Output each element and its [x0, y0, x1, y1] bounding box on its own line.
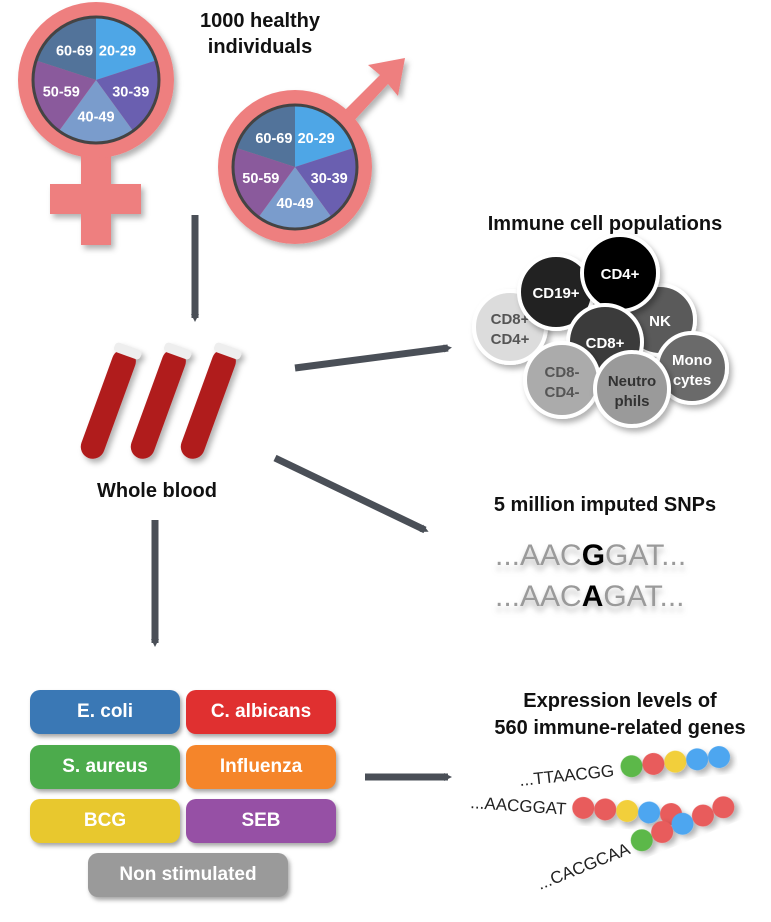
- expression-bead: [686, 748, 709, 771]
- svg-text:CD8+: CD8+: [491, 311, 530, 328]
- stimulus-s-aureus: S. aureus: [30, 745, 180, 789]
- stimulus-e-coli: E. coli: [30, 690, 180, 734]
- pie-slice-20-29: [96, 17, 156, 80]
- expression-bead: [572, 796, 595, 819]
- pie-slice-40-49: [258, 167, 332, 229]
- pie-slice-50-59: [33, 60, 96, 131]
- expression-bead: [642, 752, 665, 775]
- male-age-pie: 20-29 30-39 40-49 50-59 60-69: [231, 103, 359, 231]
- svg-text:CD19+: CD19+: [532, 285, 579, 302]
- cell-Neutrophils: Neutro phils: [593, 350, 671, 428]
- expression-sequence: ...TTAACGG: [518, 746, 731, 790]
- pie-label: 20-29: [99, 43, 136, 59]
- snp-sequence-1: ...AACGGAT...: [495, 539, 686, 572]
- pie-slice-40-49: [58, 80, 134, 143]
- whole-blood-label: Whole blood: [97, 480, 217, 502]
- immune-cells-title: Immune cell populations: [488, 213, 722, 235]
- pie-slice-30-39: [295, 147, 357, 218]
- expression-bead: [664, 750, 687, 773]
- arrow-to-cells: [294, 344, 452, 372]
- title-line-1: 1000 healthy: [200, 10, 321, 32]
- svg-text:cytes: cytes: [673, 372, 711, 389]
- pie-label: 50-59: [43, 84, 80, 100]
- pie-label: 60-69: [56, 43, 93, 59]
- title-line-2: individuals: [208, 36, 312, 58]
- svg-text:CD4-: CD4-: [544, 384, 579, 401]
- cell-CD8-CD4: CD8- CD4-: [523, 341, 601, 419]
- expression-bead: [691, 804, 714, 827]
- arrow-to-snps: [273, 454, 429, 534]
- pie-label: 30-39: [112, 84, 149, 100]
- svg-text:Neutro: Neutro: [608, 373, 656, 390]
- svg-text:Mono: Mono: [672, 352, 712, 369]
- pie-slice-50-59: [233, 147, 295, 218]
- pie-label: 30-39: [311, 171, 348, 187]
- expression-bead: [594, 798, 617, 821]
- immune-cell-cluster: CD8+ CD4+ CD19+ NK CD4+ CD8+ CD8- CD4- Mono cytes…: [472, 233, 729, 428]
- pie-label: 40-49: [276, 196, 313, 212]
- expression-bead: [616, 799, 639, 822]
- expression-bead: [651, 821, 674, 844]
- expression-bead: [638, 801, 661, 824]
- svg-text:CD4+: CD4+: [491, 331, 530, 348]
- sequence-text: ...TTAACGG: [518, 761, 615, 790]
- snps-title: 5 million imputed SNPs: [494, 494, 716, 516]
- expression-sequences: ...TTAACGG ...AACGGAT ...CACGCAA: [470, 746, 735, 894]
- pie-label: 20-29: [298, 131, 335, 147]
- pie-label: 50-59: [242, 171, 279, 187]
- pie-label: 60-69: [255, 131, 292, 147]
- sequence-text: ...AACGGAT: [470, 793, 567, 819]
- expression-title-line-1: Expression levels of: [523, 690, 717, 712]
- svg-text:phils: phils: [614, 393, 649, 410]
- pie-label: 40-49: [77, 110, 114, 126]
- expression-bead: [712, 796, 735, 819]
- stimulus-seb: SEB: [186, 799, 336, 843]
- sequence-text: ...CACGCAA: [534, 839, 633, 894]
- blood-tubes-icon: [80, 342, 242, 459]
- svg-text:CD8-: CD8-: [544, 364, 579, 381]
- expression-bead: [620, 755, 643, 778]
- svg-text:NK: NK: [649, 313, 671, 330]
- cell-CD19: CD19+: [517, 253, 595, 331]
- expression-bead: [671, 812, 694, 835]
- expression-title-line-2: 560 immune-related genes: [494, 717, 745, 739]
- svg-text:CD8+: CD8+: [586, 335, 625, 352]
- stimulus-non-stimulated: Non stimulated: [88, 853, 288, 897]
- stimulus-bcg: BCG: [30, 799, 180, 843]
- expression-bead: [708, 746, 731, 769]
- svg-text:CD4+: CD4+: [601, 266, 640, 283]
- pie-slice-20-29: [295, 105, 354, 167]
- stimulus-c-albicans: C. albicans: [186, 690, 336, 734]
- female-age-pie: 20-29 30-39 40-49 50-59 60-69: [31, 15, 161, 145]
- stimulus-influenza: Influenza: [186, 745, 336, 789]
- pie-slice-60-69: [36, 17, 96, 80]
- cell-CD4: CD4+: [580, 233, 660, 313]
- cell-Monocytes: Mono cytes: [655, 331, 729, 405]
- expression-bead: [630, 829, 653, 852]
- expression-sequence: ...AACGGAT: [470, 793, 683, 826]
- pie-slice-30-39: [96, 60, 159, 131]
- snp-sequence-2: ...AACAGAT...: [495, 580, 685, 613]
- pie-slice-60-69: [236, 105, 295, 167]
